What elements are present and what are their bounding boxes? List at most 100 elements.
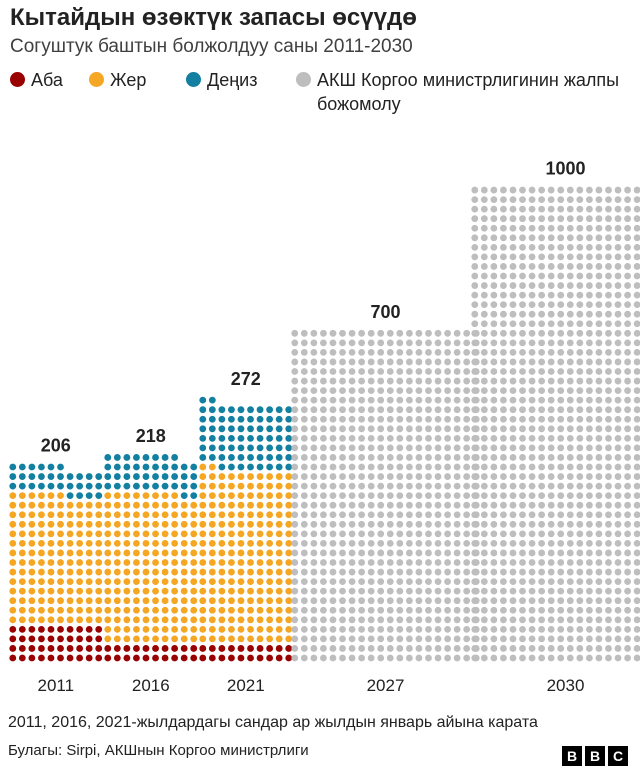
waffle-dot-projection (367, 425, 375, 433)
waffle-dot-projection (471, 559, 479, 566)
waffle-dot-projection (415, 635, 423, 643)
waffle-dot-projection (566, 396, 574, 404)
waffle-dot-projection (547, 568, 555, 576)
waffle-dot-land (208, 606, 216, 614)
waffle-dot-land (171, 492, 179, 500)
waffle-dot-projection (358, 387, 366, 394)
waffle-dot-projection (291, 349, 299, 356)
waffle-dot-projection (291, 597, 299, 605)
waffle-dot-projection (538, 263, 546, 270)
waffle-dot-projection (434, 415, 442, 423)
waffle-dot-projection (566, 310, 574, 318)
waffle-dot-land (152, 520, 159, 528)
waffle-dot-projection (358, 616, 366, 624)
waffle-dot-projection (557, 196, 565, 204)
waffle-dot-projection (367, 568, 375, 576)
waffle-dot-projection (329, 387, 337, 394)
waffle-dot-projection (291, 482, 299, 490)
waffle-dot-projection (633, 530, 640, 538)
waffle-dot-projection (538, 387, 546, 394)
waffle-dot-projection (538, 473, 546, 480)
waffle-dot-projection (576, 377, 584, 385)
waffle-dot-air (66, 625, 74, 633)
waffle-dot-land (228, 540, 235, 547)
waffle-dot-projection (320, 434, 327, 442)
waffle-dot-projection (444, 559, 451, 566)
waffle-dot-projection (605, 272, 612, 280)
waffle-dot-projection (471, 282, 479, 289)
waffle-dot-sea (142, 454, 150, 461)
waffle-dot-projection (386, 587, 394, 595)
waffle-dot-projection (519, 320, 526, 328)
waffle-dot-projection (633, 406, 640, 414)
waffle-dot-land (133, 492, 140, 500)
waffle-dot-projection (528, 425, 536, 433)
waffle-dot-land (247, 492, 254, 500)
waffle-dot-projection (519, 196, 526, 204)
waffle-dot-land (152, 530, 159, 538)
waffle-dot-land (199, 635, 207, 643)
waffle-dot-projection (367, 530, 375, 538)
waffle-dot-projection (453, 444, 461, 452)
waffle-dot-projection (547, 396, 555, 404)
waffle-dot-projection (490, 654, 498, 662)
waffle-dot-sea (256, 454, 264, 461)
waffle-dot-land (85, 530, 93, 538)
waffle-dot-air (95, 625, 103, 633)
waffle-dot-projection (585, 253, 593, 261)
waffle-dot-projection (329, 597, 337, 605)
waffle-dot-projection (500, 291, 507, 299)
waffle-dot-projection (329, 501, 337, 509)
waffle-dot-projection (528, 310, 536, 318)
waffle-dot-land (18, 578, 26, 585)
waffle-dot-projection (605, 377, 612, 385)
waffle-dot-projection (348, 559, 356, 566)
waffle-dot-projection (509, 434, 517, 442)
waffle-dot-land (208, 587, 216, 595)
waffle-dot-projection (633, 606, 640, 614)
waffle-dot-land (237, 530, 245, 538)
waffle-dot-air (152, 645, 159, 652)
waffle-dot-projection (557, 234, 565, 242)
waffle-dot-land (142, 616, 150, 624)
waffle-dot-air (199, 654, 207, 662)
waffle-dot-projection (480, 463, 488, 471)
waffle-dot-projection (519, 215, 526, 223)
waffle-dot-projection (585, 396, 593, 404)
waffle-dot-projection (528, 492, 536, 500)
waffle-dot-projection (576, 243, 584, 251)
waffle-dot-projection (490, 234, 498, 242)
waffle-dot-land (123, 635, 131, 643)
waffle-dot-projection (396, 530, 404, 538)
waffle-dot-land (199, 597, 207, 605)
waffle-dot-projection (425, 587, 432, 595)
waffle-dot-land (199, 587, 207, 595)
waffle-dot-projection (528, 482, 536, 490)
waffle-dot-projection (425, 329, 432, 337)
waffle-dot-projection (557, 444, 565, 452)
waffle-dot-land (123, 511, 131, 519)
waffle-dot-projection (453, 482, 461, 490)
waffle-dot-projection (480, 320, 488, 328)
waffle-dot-projection (367, 520, 375, 528)
waffle-dot-projection (519, 520, 526, 528)
waffle-dot-land (85, 540, 93, 547)
waffle-dot-projection (320, 511, 327, 519)
waffle-dot-projection (585, 329, 593, 337)
waffle-dot-projection (300, 492, 308, 500)
waffle-dot-projection (614, 282, 622, 289)
waffle-dot-projection (300, 559, 308, 566)
waffle-dot-air (47, 635, 55, 643)
waffle-dot-land (285, 559, 293, 566)
waffle-dot-land (9, 501, 17, 509)
waffle-dot-projection (557, 501, 565, 509)
waffle-dot-projection (300, 587, 308, 595)
waffle-dot-projection (425, 358, 432, 366)
waffle-dot-projection (396, 578, 404, 585)
waffle-dot-land (218, 530, 226, 538)
waffle-dot-projection (519, 559, 526, 566)
waffle-dot-sea (152, 482, 159, 490)
waffle-dot-land (95, 597, 103, 605)
waffle-dot-land (9, 549, 17, 557)
waffle-dot-land (161, 635, 169, 643)
